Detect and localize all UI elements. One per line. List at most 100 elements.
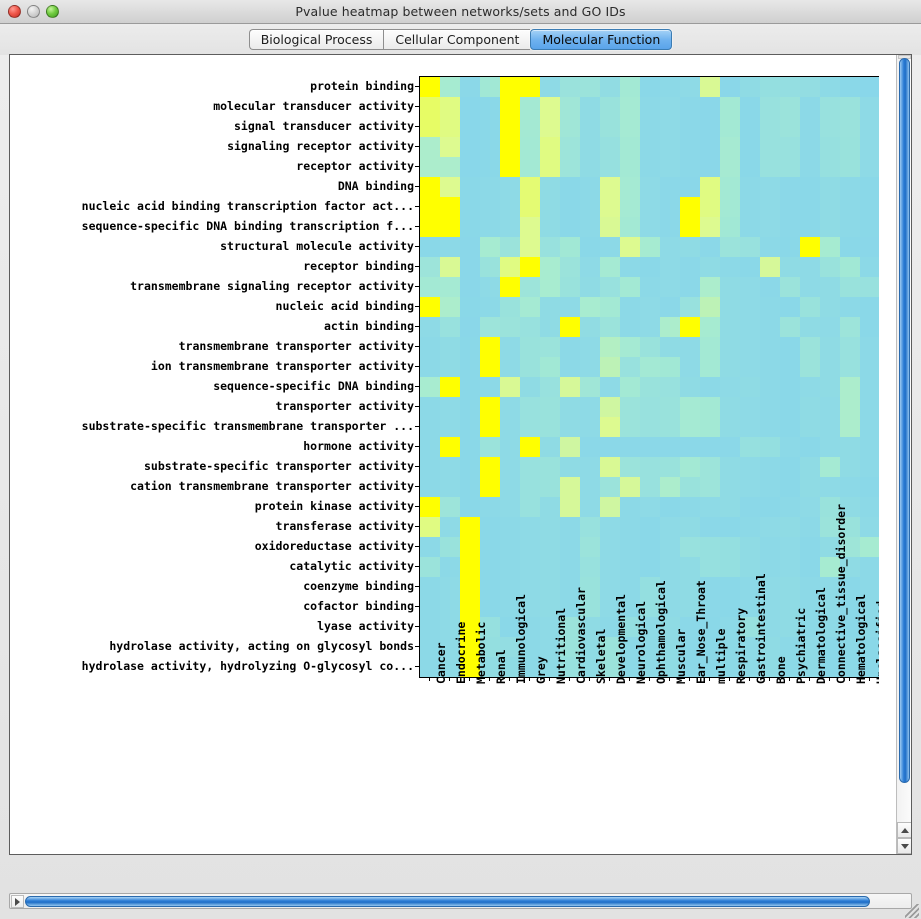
heatmap-cell[interactable] — [720, 597, 740, 617]
heatmap-cell[interactable] — [580, 377, 600, 397]
heatmap-cell[interactable] — [480, 177, 500, 197]
heatmap-cell[interactable] — [700, 157, 720, 177]
heatmap-cell[interactable] — [660, 237, 680, 257]
heatmap-cell[interactable] — [440, 377, 460, 397]
heatmap-cell[interactable] — [420, 637, 440, 657]
heatmap-cell[interactable] — [460, 417, 480, 437]
heatmap-cell[interactable] — [480, 97, 500, 117]
heatmap-cell[interactable] — [860, 377, 879, 397]
heatmap-cell[interactable] — [700, 137, 720, 157]
heatmap-cell[interactable] — [680, 297, 700, 317]
heatmap-cell[interactable] — [700, 457, 720, 477]
heatmap-cell[interactable] — [660, 417, 680, 437]
heatmap-cell[interactable] — [740, 297, 760, 317]
heatmap-cell[interactable] — [780, 377, 800, 397]
heatmap-cell[interactable] — [460, 137, 480, 157]
heatmap-cell[interactable] — [540, 237, 560, 257]
heatmap-cell[interactable] — [520, 417, 540, 437]
heatmap-cell[interactable] — [780, 97, 800, 117]
heatmap-cell[interactable] — [660, 197, 680, 217]
heatmap-cell[interactable] — [820, 137, 840, 157]
heatmap-cell[interactable] — [780, 77, 800, 97]
heatmap-cell[interactable] — [540, 657, 560, 677]
close-button-icon[interactable] — [8, 5, 21, 18]
heatmap-cell[interactable] — [760, 657, 780, 677]
heatmap-cell[interactable] — [560, 437, 580, 457]
heatmap-cell[interactable] — [520, 657, 540, 677]
heatmap-cell[interactable] — [840, 417, 860, 437]
heatmap-cell[interactable] — [420, 357, 440, 377]
heatmap-cell[interactable] — [560, 497, 580, 517]
heatmap-cell[interactable] — [620, 477, 640, 497]
heatmap-cell[interactable] — [640, 417, 660, 437]
heatmap-cell[interactable] — [820, 417, 840, 437]
heatmap-cell[interactable] — [660, 397, 680, 417]
heatmap-cell[interactable] — [680, 557, 700, 577]
heatmap-cell[interactable] — [420, 137, 440, 157]
heatmap-cell[interactable] — [780, 337, 800, 357]
heatmap-cell[interactable] — [620, 197, 640, 217]
heatmap-cell[interactable] — [460, 77, 480, 97]
heatmap-cell[interactable] — [580, 437, 600, 457]
heatmap-cell[interactable] — [800, 257, 820, 277]
heatmap-cell[interactable] — [780, 477, 800, 497]
heatmap-cell[interactable] — [840, 577, 860, 597]
heatmap-cell[interactable] — [820, 157, 840, 177]
heatmap-cell[interactable] — [680, 317, 700, 337]
heatmap-cell[interactable] — [760, 117, 780, 137]
heatmap-cell[interactable] — [740, 537, 760, 557]
heatmap-cell[interactable] — [620, 517, 640, 537]
heatmap-cell[interactable] — [700, 537, 720, 557]
heatmap-cell[interactable] — [740, 557, 760, 577]
tab-molecular-function[interactable]: Molecular Function — [530, 29, 673, 50]
heatmap-cell[interactable] — [460, 97, 480, 117]
heatmap-cell[interactable] — [740, 417, 760, 437]
heatmap-cell[interactable] — [500, 517, 520, 537]
heatmap-cell[interactable] — [420, 497, 440, 517]
heatmap-cell[interactable] — [440, 137, 460, 157]
heatmap-cell[interactable] — [500, 337, 520, 357]
heatmap-cell[interactable] — [520, 297, 540, 317]
heatmap-cell[interactable] — [460, 377, 480, 397]
heatmap-cell[interactable] — [600, 277, 620, 297]
heatmap-cell[interactable] — [720, 457, 740, 477]
heatmap-cell[interactable] — [420, 597, 440, 617]
heatmap-cell[interactable] — [700, 657, 720, 677]
heatmap-cell[interactable] — [820, 217, 840, 237]
heatmap-cell[interactable] — [760, 97, 780, 117]
heatmap-cell[interactable] — [600, 257, 620, 277]
heatmap-cell[interactable] — [640, 657, 660, 677]
heatmap-cell[interactable] — [640, 397, 660, 417]
heatmap-cell[interactable] — [540, 317, 560, 337]
heatmap-cell[interactable] — [660, 177, 680, 197]
heatmap-cell[interactable] — [780, 257, 800, 277]
heatmap-cell[interactable] — [740, 157, 760, 177]
heatmap-cell[interactable] — [740, 397, 760, 417]
heatmap-cell[interactable] — [460, 517, 480, 537]
heatmap-cell[interactable] — [780, 517, 800, 537]
heatmap-cell[interactable] — [480, 277, 500, 297]
heatmap-cell[interactable] — [840, 597, 860, 617]
heatmap-cell[interactable] — [600, 97, 620, 117]
heatmap-cell[interactable] — [560, 117, 580, 137]
heatmap-cell[interactable] — [500, 77, 520, 97]
heatmap-cell[interactable] — [680, 537, 700, 557]
heatmap-cell[interactable] — [820, 77, 840, 97]
heatmap-cell[interactable] — [680, 597, 700, 617]
heatmap-cell[interactable] — [660, 277, 680, 297]
heatmap-cell[interactable] — [680, 617, 700, 637]
heatmap-cell[interactable] — [560, 397, 580, 417]
heatmap-cell[interactable] — [460, 477, 480, 497]
heatmap-cell[interactable] — [460, 197, 480, 217]
heatmap-cell[interactable] — [620, 397, 640, 417]
heatmap-cell[interactable] — [560, 257, 580, 277]
heatmap-cell[interactable] — [480, 477, 500, 497]
heatmap-cell[interactable] — [760, 577, 780, 597]
heatmap-cell[interactable] — [820, 177, 840, 197]
heatmap-cell[interactable] — [800, 297, 820, 317]
heatmap-cell[interactable] — [600, 617, 620, 637]
heatmap-cell[interactable] — [760, 477, 780, 497]
heatmap-cell[interactable] — [580, 557, 600, 577]
heatmap-cell[interactable] — [720, 557, 740, 577]
heatmap-cell[interactable] — [460, 617, 480, 637]
